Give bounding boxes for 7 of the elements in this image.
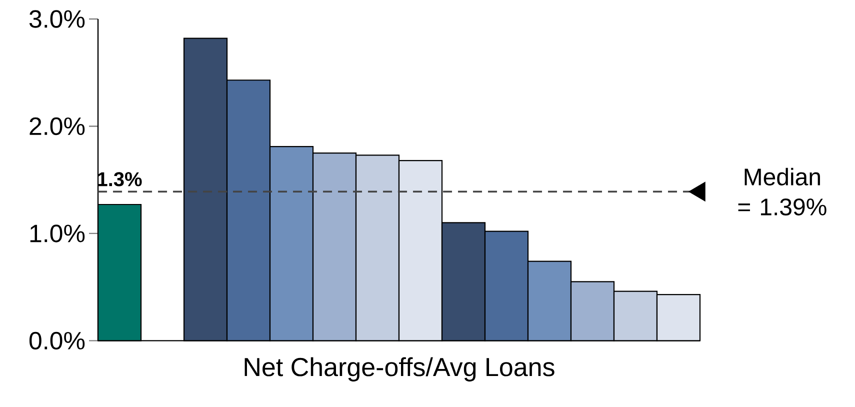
y-tick-label: 0.0% <box>29 332 85 350</box>
y-tick-label: 1.0% <box>30 224 85 242</box>
data-label: 1.3% <box>98 172 142 186</box>
x-axis-title: Net Charge-offs/Avg Loans <box>244 357 554 382</box>
y-tick-label: 2.0% <box>30 117 85 136</box>
ref-line-label: Median = 1.39% <box>738 168 826 216</box>
y-tick-label: 3.0% <box>29 10 85 28</box>
